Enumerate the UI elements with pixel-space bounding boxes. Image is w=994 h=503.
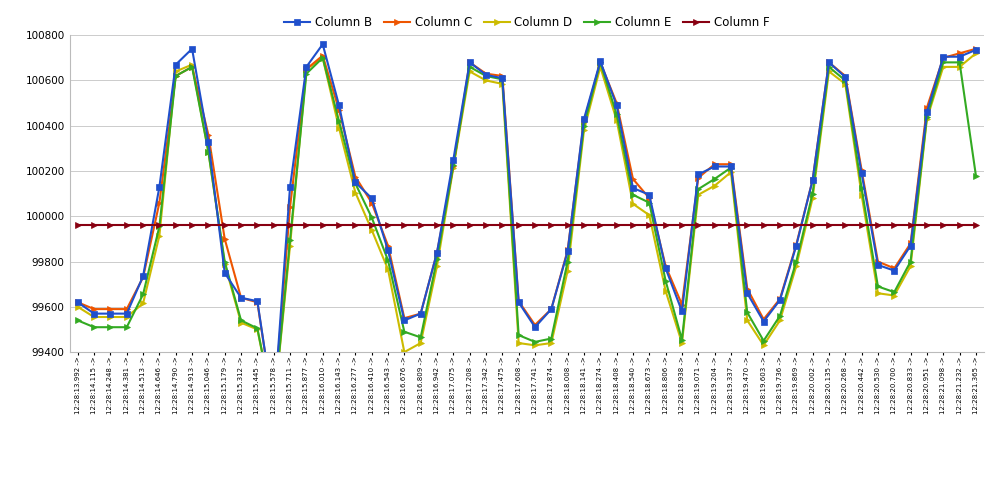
Legend: Column B, Column C, Column D, Column E, Column F: Column B, Column C, Column D, Column E, … — [284, 16, 769, 29]
Column E — [790, 259, 802, 265]
Line: Column F: Column F — [75, 222, 979, 228]
Column C — [72, 299, 83, 305]
Line: Column E: Column E — [75, 55, 979, 412]
Column C — [267, 407, 279, 413]
Column D — [88, 314, 100, 320]
Column E — [72, 317, 83, 323]
Column D — [72, 304, 83, 310]
Column C — [676, 301, 688, 307]
Column E — [692, 186, 704, 192]
Column E — [431, 256, 443, 262]
Column D — [774, 317, 786, 323]
Column D — [643, 212, 655, 218]
Column E — [267, 407, 279, 413]
Column E — [610, 111, 622, 117]
Column D — [594, 64, 606, 70]
Column F — [72, 222, 83, 228]
Column B — [88, 310, 100, 316]
Column C — [414, 310, 426, 316]
Column E — [660, 278, 672, 284]
Column F — [88, 222, 100, 228]
Column F — [970, 222, 982, 228]
Column B — [267, 407, 279, 413]
Column B — [692, 172, 704, 178]
Column C — [88, 306, 100, 312]
Column F — [399, 222, 411, 228]
Column B — [317, 41, 329, 47]
Column C — [594, 59, 606, 65]
Column B — [72, 299, 83, 305]
Line: Column B: Column B — [75, 41, 979, 412]
Column F — [660, 222, 672, 228]
Column F — [627, 222, 639, 228]
Column F — [578, 222, 589, 228]
Column B — [431, 249, 443, 256]
Column C — [643, 195, 655, 201]
Column D — [970, 50, 982, 56]
Column B — [790, 242, 802, 248]
Column B — [660, 265, 672, 271]
Column E — [88, 324, 100, 330]
Column D — [676, 340, 688, 346]
Column C — [774, 296, 786, 302]
Column D — [414, 340, 426, 346]
Column B — [970, 47, 982, 53]
Column E — [970, 173, 982, 179]
Line: Column D: Column D — [75, 50, 979, 412]
Column B — [610, 102, 622, 108]
Column C — [970, 46, 982, 52]
Column D — [267, 407, 279, 413]
Column F — [757, 222, 769, 228]
Column E — [317, 55, 329, 61]
Line: Column C: Column C — [75, 46, 979, 412]
